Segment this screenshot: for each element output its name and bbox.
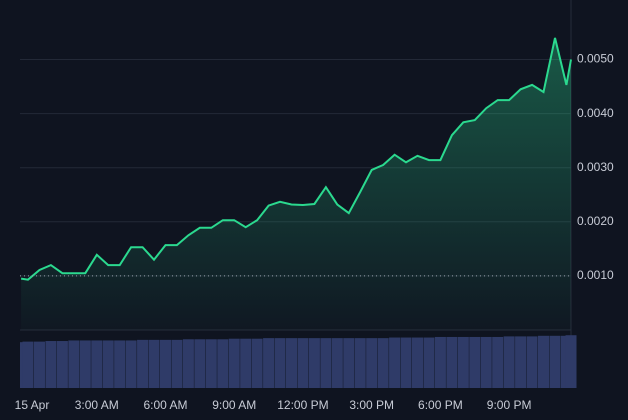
y-tick-label: 0.0030	[577, 160, 614, 174]
volume-bar	[159, 339, 171, 388]
volume-bar	[22, 341, 34, 388]
volume-bar	[171, 339, 183, 388]
volume-bar	[411, 337, 424, 388]
volume-bar	[549, 335, 561, 388]
y-tick-label: 0.0040	[577, 106, 614, 120]
x-tick-label: 12:00 PM	[277, 398, 328, 412]
volume-bar	[389, 337, 401, 388]
volume-bar	[285, 338, 298, 388]
volume-bar	[182, 339, 194, 388]
y-tick-label: 0.0050	[577, 52, 614, 66]
x-tick-label: 9:00 AM	[212, 398, 256, 412]
volume-bar	[91, 340, 103, 388]
volume-bar	[194, 339, 206, 388]
volume-bar	[423, 337, 435, 388]
volume-bar	[308, 338, 320, 388]
volume-bar	[354, 338, 366, 388]
volume-bar	[331, 338, 343, 388]
area	[21, 37, 572, 331]
volume-bar	[377, 338, 389, 388]
volume-bar	[137, 339, 149, 388]
volume-bar	[205, 339, 217, 388]
volume-bar	[480, 336, 492, 388]
volume-bar	[68, 340, 80, 388]
volume-bar	[240, 338, 252, 388]
volume-bar	[114, 340, 126, 388]
x-tick-label: 15 Apr	[15, 398, 50, 412]
x-tick-label: 6:00 PM	[418, 398, 463, 412]
volume-bar	[251, 338, 263, 388]
volume-bar	[434, 336, 446, 388]
volume-bar	[102, 340, 114, 388]
x-tick-label: 3:00 PM	[349, 398, 394, 412]
y-tick-label: 0.0020	[577, 214, 614, 228]
x-tick-label: 6:00 AM	[143, 398, 187, 412]
volume-bar	[503, 336, 515, 388]
volume-bar	[79, 340, 91, 388]
volume-bar	[366, 338, 378, 388]
volume-bar	[217, 339, 229, 388]
volume-bar	[33, 341, 45, 388]
volume-bar	[515, 336, 527, 388]
volume-bar	[526, 336, 538, 388]
volume-bar	[228, 338, 240, 388]
volume-bar	[45, 341, 57, 388]
volume-bar	[343, 338, 355, 388]
volume-bar	[457, 336, 469, 388]
volume-bar	[492, 336, 504, 388]
x-tick-label: 9:00 PM	[487, 398, 532, 412]
volume-bar	[274, 338, 286, 388]
volume-bar	[125, 340, 137, 388]
volume-bar	[400, 337, 412, 388]
volume-bar	[565, 335, 577, 388]
volume-bar	[537, 335, 550, 388]
volume-bar	[320, 338, 332, 388]
volume-bar	[148, 339, 160, 388]
price-line	[20, 37, 572, 281]
volume-bar	[469, 336, 481, 388]
volume-bar	[56, 341, 68, 388]
x-tick-label: 3:00 AM	[75, 398, 119, 412]
y-tick-label: 0.0010	[577, 268, 614, 282]
volume-bar	[297, 338, 309, 388]
volume-bar	[446, 336, 458, 388]
volume-bar	[263, 338, 275, 388]
